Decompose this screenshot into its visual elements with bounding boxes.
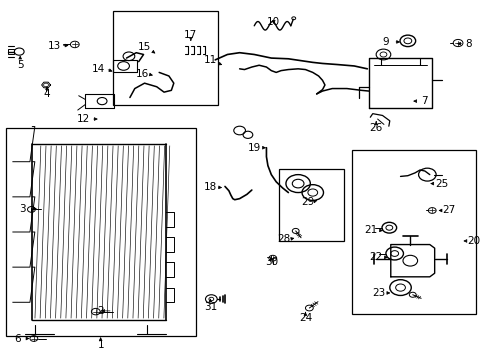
Text: 1: 1	[97, 340, 104, 350]
Text: 16: 16	[135, 69, 148, 79]
Text: 14: 14	[91, 64, 104, 74]
Text: 26: 26	[369, 123, 382, 133]
Text: 18: 18	[203, 182, 217, 192]
Text: 22: 22	[369, 252, 382, 262]
Bar	[351, 149, 475, 315]
Text: 20: 20	[466, 236, 479, 246]
Text: 21: 21	[364, 225, 377, 235]
Bar	[5, 128, 195, 336]
Bar	[8, 49, 14, 54]
Bar	[278, 169, 344, 241]
Text: 15: 15	[138, 42, 151, 52]
Text: 12: 12	[77, 114, 90, 124]
Text: 30: 30	[264, 257, 277, 267]
Text: 11: 11	[203, 55, 217, 65]
Text: 5: 5	[17, 60, 23, 70]
Text: 25: 25	[434, 179, 447, 189]
Text: 9: 9	[382, 37, 388, 47]
Text: 31: 31	[203, 302, 217, 312]
Text: 2: 2	[97, 306, 104, 316]
Text: 23: 23	[371, 288, 385, 298]
Text: 27: 27	[442, 206, 455, 216]
Text: 10: 10	[266, 17, 280, 27]
Text: 13: 13	[48, 41, 61, 50]
Text: 8: 8	[465, 39, 471, 49]
Text: 19: 19	[247, 143, 260, 153]
Text: 4: 4	[43, 89, 50, 99]
Text: 6: 6	[15, 333, 21, 343]
Text: 28: 28	[276, 234, 289, 244]
Text: 29: 29	[301, 197, 314, 207]
Text: 7: 7	[421, 96, 427, 106]
Text: 3: 3	[20, 204, 26, 214]
Text: 17: 17	[184, 30, 197, 40]
Bar	[113, 12, 217, 105]
Text: 24: 24	[298, 313, 311, 323]
